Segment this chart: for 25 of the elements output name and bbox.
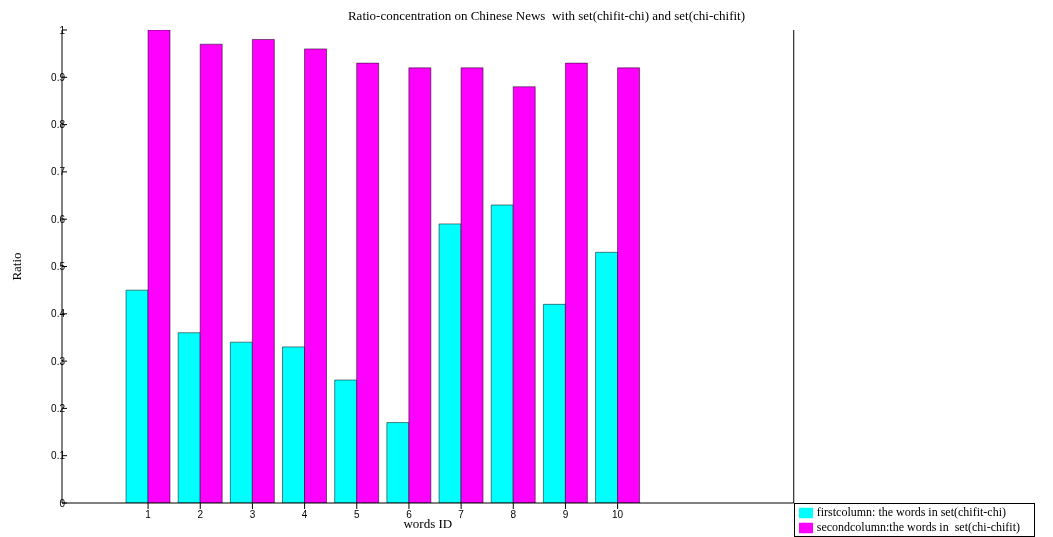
x-tick-label: 3	[249, 509, 256, 521]
chart-title: Ratio-concentration on Chinese News with set(chifit-chi) and set(chi-chifit)	[346, 8, 747, 25]
legend-label: secondcolumn:the words in set(chi-chifit)	[816, 519, 1020, 534]
y-tick-label: 0.8	[51, 119, 66, 131]
y-tick-label: 0.4	[51, 308, 66, 320]
y-tick-label: 0.7	[51, 166, 66, 178]
y-tick-label: 0.6	[51, 213, 66, 225]
x-tick-label: 9	[562, 509, 569, 521]
x-tick-label: 4	[301, 509, 308, 521]
x-tick-label: 6	[406, 509, 413, 521]
x-tick-label: 1	[145, 509, 152, 521]
x-tick-label: 8	[510, 509, 517, 521]
y-tick-label: 0.1	[51, 450, 66, 462]
x-tick-label: 7	[458, 509, 465, 521]
x-tick-label: 10	[612, 509, 624, 521]
x-tick-label: 2	[197, 509, 204, 521]
y-tick-label: 0.3	[51, 355, 66, 367]
legend-label: firstcolumn: the words in set(chifit-chi)	[816, 504, 1007, 519]
y-tick-label: 0	[59, 497, 66, 509]
y-tick-label: 0.5	[51, 261, 66, 273]
x-tick-label: 5	[353, 509, 360, 521]
y-tick-label: 1	[59, 24, 66, 36]
y-axis-title: Ratio	[8, 252, 24, 281]
y-tick-label: 0.2	[51, 402, 66, 414]
y-tick-label: 0.9	[51, 71, 66, 83]
